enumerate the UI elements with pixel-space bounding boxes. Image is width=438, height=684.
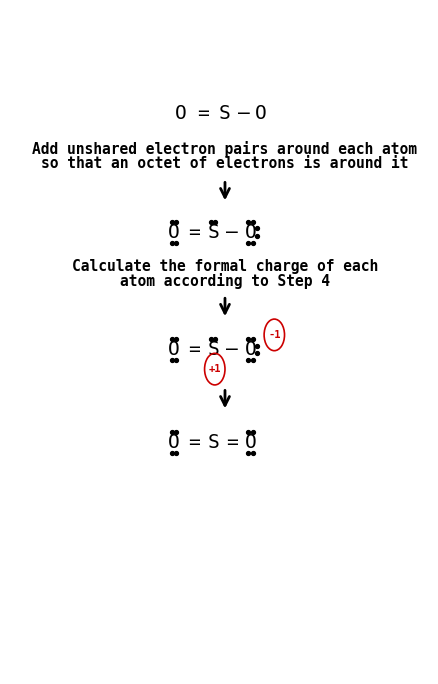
Text: =: = (187, 340, 199, 359)
Text: O: O (244, 434, 256, 452)
Text: +1: +1 (208, 364, 220, 374)
Text: O: O (244, 223, 256, 241)
Text: O: O (168, 223, 180, 241)
Text: =: = (187, 223, 199, 241)
Text: —: — (226, 223, 237, 241)
Text: S: S (207, 434, 219, 452)
Text: O: O (254, 104, 266, 123)
Text: Calculate the formal charge of each: Calculate the formal charge of each (72, 259, 377, 274)
Text: O: O (168, 434, 180, 452)
Text: O: O (174, 104, 186, 123)
Text: so that an octet of electrons is around it: so that an octet of electrons is around … (41, 156, 408, 171)
Text: -1: -1 (268, 330, 280, 340)
Text: O: O (244, 340, 256, 359)
Text: S: S (219, 104, 230, 123)
Text: S: S (207, 223, 219, 241)
Text: atom according to Step 4: atom according to Step 4 (120, 273, 329, 289)
Text: Add unshared electron pairs around each atom: Add unshared electron pairs around each … (32, 142, 417, 157)
Text: O: O (168, 340, 180, 359)
Text: =: = (197, 104, 208, 123)
Text: —: — (237, 104, 249, 123)
Text: S: S (207, 340, 219, 359)
Text: =: = (226, 434, 237, 452)
Text: =: = (187, 434, 199, 452)
Text: —: — (226, 340, 237, 359)
